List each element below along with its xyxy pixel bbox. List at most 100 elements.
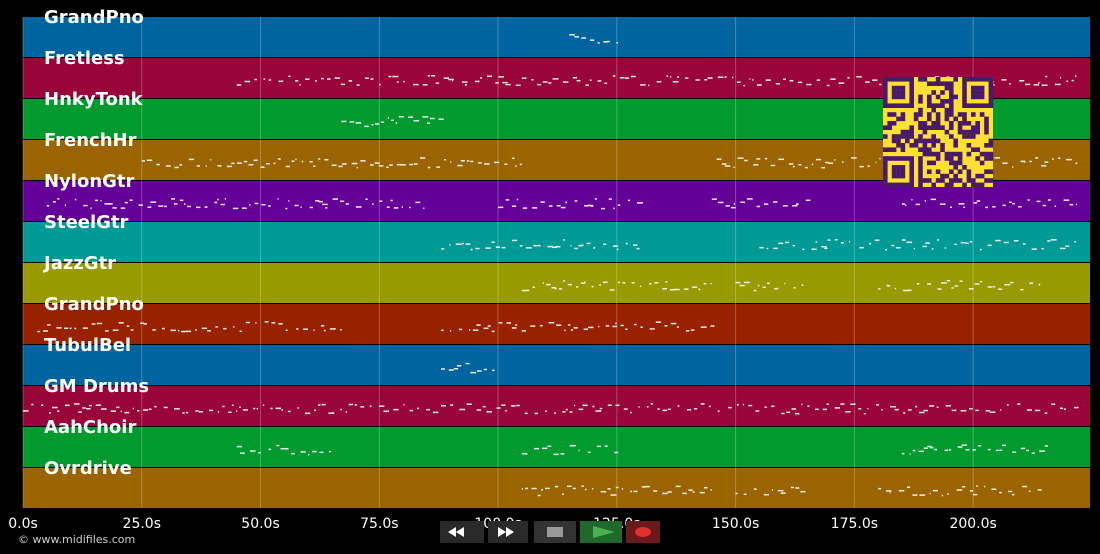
note [834,239,838,241]
note [807,405,810,407]
note [604,82,608,85]
note [1035,157,1039,159]
note [268,79,272,81]
note [1041,84,1048,86]
qr-cell [975,90,980,95]
note [603,41,608,43]
note [158,205,164,207]
note [551,246,558,249]
qr-cell [949,160,954,166]
note [993,286,996,288]
note [770,164,776,167]
note [607,404,612,406]
qr-cell [940,178,945,183]
note [670,289,675,291]
qr-cell [979,90,985,95]
note [539,324,543,327]
grid [22,17,974,508]
note [724,165,731,167]
note [612,325,618,328]
qr-cell [913,116,919,122]
note [57,198,60,200]
qr-cell [931,143,936,148]
note [931,248,934,250]
note [998,288,1003,290]
note [578,449,580,452]
note [554,412,556,414]
qr-cell [896,143,901,148]
note [867,408,869,410]
note [304,412,311,415]
note [798,163,802,166]
note [152,329,156,331]
note [912,494,918,496]
qr-cell [900,116,906,122]
qr-cell [966,121,972,126]
note [108,203,113,205]
note [563,81,569,83]
qr-cell [988,81,994,86]
note [386,166,389,169]
track-row [23,427,1090,467]
note [88,404,92,407]
note [356,166,358,169]
note [606,40,610,43]
qr-cell [940,147,945,152]
note [985,206,989,209]
qr-cell [927,94,932,100]
qr-cell [971,85,976,91]
note [314,409,317,412]
qr-cell [909,129,914,135]
note [901,203,906,205]
note [457,164,463,167]
note [268,448,272,451]
note [567,485,572,488]
note [340,200,345,203]
note [859,246,864,249]
note [217,165,222,167]
note [332,198,339,200]
note [1026,449,1030,452]
note [297,407,299,409]
qr-cell [909,134,914,139]
note [305,78,310,80]
qr-code [883,77,994,188]
qr-cell [931,182,936,188]
qr-cell [883,103,888,108]
note [472,329,479,331]
qr-cell [988,138,994,144]
note [1075,162,1078,165]
note [585,84,589,86]
qr-cell [962,116,967,122]
qr-cell [935,169,941,174]
qr-cell [940,99,945,104]
note [177,329,180,332]
qr-cell [935,112,941,117]
x-tick-label: 0.0s [8,516,38,532]
qr-cell [971,125,976,130]
note [156,163,160,166]
note [936,406,939,408]
note [630,490,632,493]
note [148,408,152,411]
note [396,163,402,166]
qr-cell [975,173,980,179]
qr-cell [927,169,932,174]
qr-cell [949,99,954,104]
note [1047,240,1051,242]
note [941,494,944,497]
note [349,121,355,123]
note [573,404,576,407]
note [647,406,649,408]
qr-cell [900,156,906,161]
note [908,409,912,411]
note [856,76,862,78]
note [778,158,785,161]
note [291,452,295,455]
note [915,203,921,206]
note [57,410,60,412]
qr-cell [891,85,897,91]
note [728,406,732,409]
note [586,242,591,245]
note [1020,160,1026,163]
